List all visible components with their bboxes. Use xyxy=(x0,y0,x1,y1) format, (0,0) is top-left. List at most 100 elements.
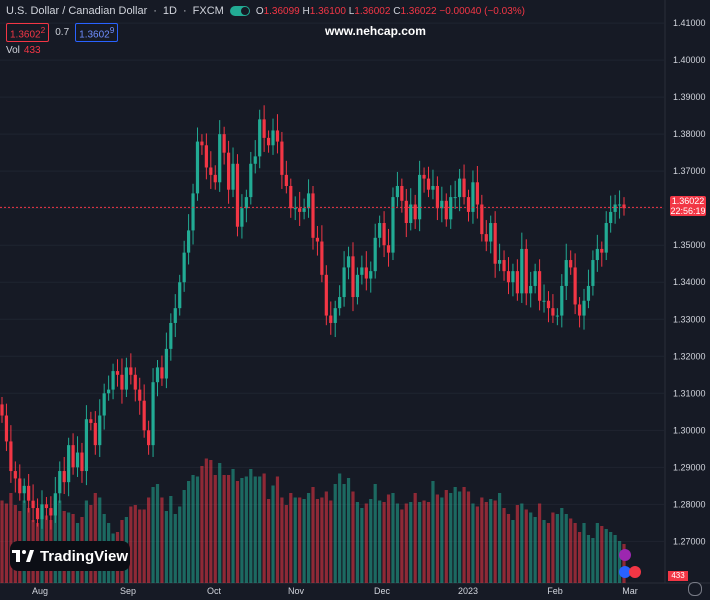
volume-bar xyxy=(582,523,586,583)
time-tick-label: Feb xyxy=(547,586,563,596)
candle-body xyxy=(213,174,217,183)
time-axis[interactable]: Aug Sep Oct Nov Dec 2023 Feb Mar xyxy=(32,586,638,596)
candle-body xyxy=(551,308,555,316)
volume-bar xyxy=(289,493,293,583)
candle-body xyxy=(200,141,204,146)
tradingview-logo[interactable]: TradingView xyxy=(10,541,130,571)
candle-body xyxy=(324,274,328,316)
volume-bar xyxy=(498,493,502,583)
volume-bar xyxy=(617,541,622,583)
candle-body xyxy=(44,504,49,509)
grid-lines xyxy=(0,0,710,584)
candle-body xyxy=(546,300,551,309)
volume-bar xyxy=(298,497,302,583)
candle-body xyxy=(364,267,368,279)
volume-bar xyxy=(560,508,564,583)
time-tick-label: Sep xyxy=(120,586,136,596)
interval[interactable]: 1D xyxy=(162,5,177,17)
time-tick-label: Nov xyxy=(288,586,305,596)
volume-bar xyxy=(226,475,231,583)
volume-bar xyxy=(480,497,484,583)
volume-bar xyxy=(213,475,217,583)
candle-body xyxy=(475,182,479,205)
volume-bar xyxy=(262,473,266,583)
candle-body xyxy=(244,197,248,209)
volume-bar xyxy=(266,499,271,583)
volume-bar xyxy=(546,523,551,583)
volume-legend[interactable]: Vol 433 xyxy=(6,45,41,56)
volume-bar xyxy=(453,487,457,583)
candle-body xyxy=(191,193,195,231)
volume-bar xyxy=(484,502,488,583)
candle-body xyxy=(302,208,306,212)
candle-body xyxy=(93,422,97,446)
candle-body xyxy=(391,197,395,253)
volume-bar xyxy=(271,485,275,583)
price-tick-label: 1.35000 xyxy=(673,240,706,250)
volume-bar xyxy=(284,505,288,583)
candle-body xyxy=(329,315,333,323)
candle-body xyxy=(280,141,284,175)
volume-bar xyxy=(502,508,506,583)
symbol-name[interactable]: U.S. Dollar / Canadian Dollar xyxy=(6,5,148,17)
volume-bar xyxy=(302,499,306,583)
candle-body xyxy=(524,248,528,294)
us-flag-icon[interactable] xyxy=(619,566,631,578)
candle-body xyxy=(609,211,613,224)
volume-bar xyxy=(555,514,559,583)
candle-body xyxy=(231,163,235,190)
volume-bar xyxy=(178,506,182,583)
volume-bar xyxy=(98,497,102,583)
volume-bar xyxy=(93,493,97,583)
volume-bar xyxy=(155,484,160,583)
volume-value: 433 xyxy=(23,45,41,56)
volume-label: Vol xyxy=(6,45,20,56)
candle-body xyxy=(147,430,151,446)
volume-bar xyxy=(147,497,151,583)
lightning-icon[interactable] xyxy=(619,549,631,561)
sell-button[interactable]: 1.36022 xyxy=(6,23,50,43)
candle-body xyxy=(537,271,542,301)
candle-body xyxy=(58,471,62,494)
volume-bar xyxy=(129,506,133,583)
candle-body xyxy=(582,300,586,316)
time-tick-label: Oct xyxy=(207,586,222,596)
candle-body xyxy=(333,308,337,323)
volume-bar xyxy=(542,520,546,583)
volume-bar xyxy=(218,463,222,583)
volume-bar xyxy=(462,487,466,583)
candle-body xyxy=(484,234,488,242)
candle-body xyxy=(306,193,311,209)
volume-bar xyxy=(458,491,462,583)
candle-body xyxy=(444,200,448,220)
symbol-header[interactable]: U.S. Dollar / Canadian Dollar · 1D · FXC… xyxy=(6,5,525,17)
price-tick-label: 1.33000 xyxy=(673,314,706,324)
volume-bar xyxy=(569,518,573,583)
buy-button[interactable]: 1.36029 xyxy=(75,23,119,43)
settings-gear-icon[interactable] xyxy=(688,582,702,596)
volume-bar xyxy=(249,469,253,583)
candle-body xyxy=(293,208,297,210)
candle-body xyxy=(13,471,17,479)
volume-bar xyxy=(586,535,591,583)
candle-body xyxy=(18,478,22,494)
volume-bar xyxy=(609,532,613,583)
candle-body xyxy=(31,500,35,509)
candle-body xyxy=(462,178,466,198)
volume-bar xyxy=(182,490,186,583)
volume-bar xyxy=(364,503,368,583)
candle-body xyxy=(595,248,599,261)
volume-bar xyxy=(222,475,226,583)
volume-bar xyxy=(489,499,493,583)
time-tick-label: 2023 xyxy=(458,586,478,596)
volume-bar xyxy=(9,493,13,583)
volume-bar xyxy=(471,503,475,583)
candle-body xyxy=(35,508,40,520)
tradingview-icon xyxy=(11,550,34,562)
ca-flag-icon[interactable] xyxy=(629,566,641,578)
price-axis[interactable]: 1.41000 1.40000 1.39000 1.38000 1.37000 1.360… xyxy=(673,18,706,546)
candle-body xyxy=(115,371,120,375)
volume-bar xyxy=(164,511,168,583)
candle-body xyxy=(195,141,200,194)
